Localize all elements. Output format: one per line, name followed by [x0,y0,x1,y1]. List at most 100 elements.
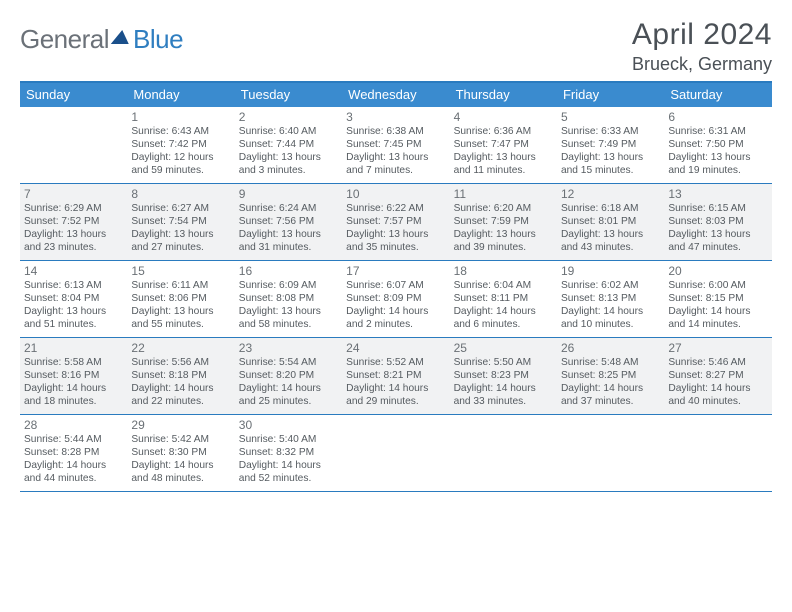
sunset-text: Sunset: 7:54 PM [131,216,230,229]
daylight-text: Daylight: 14 hours and 2 minutes. [346,306,445,332]
daylight-text: Daylight: 14 hours and 37 minutes. [561,383,660,409]
day-number: 8 [131,187,230,202]
day-header: Friday [557,83,664,107]
daylight-text: Daylight: 14 hours and 14 minutes. [668,306,767,332]
calendar-day-cell: 30Sunrise: 5:40 AMSunset: 8:32 PMDayligh… [235,415,342,491]
sunset-text: Sunset: 8:08 PM [239,293,338,306]
day-number: 28 [24,418,123,433]
sunrise-text: Sunrise: 5:46 AM [668,357,767,370]
day-number: 30 [239,418,338,433]
daylight-text: Daylight: 14 hours and 18 minutes. [24,383,123,409]
sunset-text: Sunset: 8:30 PM [131,447,230,460]
day-number: 4 [454,110,553,125]
sunset-text: Sunset: 8:11 PM [454,293,553,306]
sunrise-text: Sunrise: 5:58 AM [24,357,123,370]
daylight-text: Daylight: 14 hours and 52 minutes. [239,460,338,486]
header: General Blue April 2024 Brueck, Germany [20,18,772,75]
sunrise-text: Sunrise: 6:33 AM [561,126,660,139]
calendar-day-cell: 23Sunrise: 5:54 AMSunset: 8:20 PMDayligh… [235,338,342,414]
sunrise-text: Sunrise: 5:42 AM [131,434,230,447]
daylight-text: Daylight: 14 hours and 48 minutes. [131,460,230,486]
sunrise-text: Sunrise: 6:02 AM [561,280,660,293]
calendar-day-cell: 24Sunrise: 5:52 AMSunset: 8:21 PMDayligh… [342,338,449,414]
sunrise-text: Sunrise: 5:54 AM [239,357,338,370]
page: General Blue April 2024 Brueck, Germany … [0,0,792,502]
sunrise-text: Sunrise: 6:15 AM [668,203,767,216]
sunrise-text: Sunrise: 5:40 AM [239,434,338,447]
calendar-day-cell: 12Sunrise: 6:18 AMSunset: 8:01 PMDayligh… [557,184,664,260]
sunset-text: Sunset: 8:15 PM [668,293,767,306]
day-number: 24 [346,341,445,356]
sunrise-text: Sunrise: 6:22 AM [346,203,445,216]
sunset-text: Sunset: 7:50 PM [668,139,767,152]
daylight-text: Daylight: 13 hours and 51 minutes. [24,306,123,332]
sunset-text: Sunset: 8:20 PM [239,370,338,383]
sunset-text: Sunset: 8:18 PM [131,370,230,383]
day-number: 15 [131,264,230,279]
calendar: Sunday Monday Tuesday Wednesday Thursday… [20,81,772,492]
sunrise-text: Sunrise: 6:43 AM [131,126,230,139]
calendar-day-cell: 4Sunrise: 6:36 AMSunset: 7:47 PMDaylight… [450,107,557,183]
calendar-day-cell: 20Sunrise: 6:00 AMSunset: 8:15 PMDayligh… [664,261,771,337]
sunrise-text: Sunrise: 6:18 AM [561,203,660,216]
sunrise-text: Sunrise: 6:07 AM [346,280,445,293]
day-number: 11 [454,187,553,202]
sunset-text: Sunset: 8:32 PM [239,447,338,460]
daylight-text: Daylight: 13 hours and 27 minutes. [131,229,230,255]
day-number: 12 [561,187,660,202]
calendar-day-cell: 8Sunrise: 6:27 AMSunset: 7:54 PMDaylight… [127,184,234,260]
day-number: 1 [131,110,230,125]
sunset-text: Sunset: 8:28 PM [24,447,123,460]
title-location: Brueck, Germany [632,54,772,75]
day-number: 20 [668,264,767,279]
sunrise-text: Sunrise: 6:13 AM [24,280,123,293]
daylight-text: Daylight: 13 hours and 55 minutes. [131,306,230,332]
sunrise-text: Sunrise: 5:52 AM [346,357,445,370]
calendar-week-row: 1Sunrise: 6:43 AMSunset: 7:42 PMDaylight… [20,107,772,184]
daylight-text: Daylight: 13 hours and 15 minutes. [561,152,660,178]
calendar-body: 1Sunrise: 6:43 AMSunset: 7:42 PMDaylight… [20,107,772,492]
calendar-week-row: 21Sunrise: 5:58 AMSunset: 8:16 PMDayligh… [20,338,772,415]
day-number: 6 [668,110,767,125]
calendar-day-cell: 13Sunrise: 6:15 AMSunset: 8:03 PMDayligh… [664,184,771,260]
sunset-text: Sunset: 7:49 PM [561,139,660,152]
daylight-text: Daylight: 13 hours and 43 minutes. [561,229,660,255]
day-number: 17 [346,264,445,279]
daylight-text: Daylight: 14 hours and 10 minutes. [561,306,660,332]
day-number: 25 [454,341,553,356]
day-header: Thursday [450,83,557,107]
sunset-text: Sunset: 7:56 PM [239,216,338,229]
calendar-day-cell: 17Sunrise: 6:07 AMSunset: 8:09 PMDayligh… [342,261,449,337]
sunrise-text: Sunrise: 6:40 AM [239,126,338,139]
day-number: 10 [346,187,445,202]
daylight-text: Daylight: 12 hours and 59 minutes. [131,152,230,178]
daylight-text: Daylight: 14 hours and 33 minutes. [454,383,553,409]
calendar-day-cell: 16Sunrise: 6:09 AMSunset: 8:08 PMDayligh… [235,261,342,337]
calendar-day-cell: 19Sunrise: 6:02 AMSunset: 8:13 PMDayligh… [557,261,664,337]
daylight-text: Daylight: 14 hours and 22 minutes. [131,383,230,409]
day-number: 14 [24,264,123,279]
day-number: 7 [24,187,123,202]
day-number: 16 [239,264,338,279]
day-number: 21 [24,341,123,356]
logo-triangle-icon [111,30,131,44]
calendar-day-cell [20,107,127,183]
calendar-day-cell: 21Sunrise: 5:58 AMSunset: 8:16 PMDayligh… [20,338,127,414]
daylight-text: Daylight: 13 hours and 35 minutes. [346,229,445,255]
sunrise-text: Sunrise: 6:11 AM [131,280,230,293]
daylight-text: Daylight: 13 hours and 7 minutes. [346,152,445,178]
calendar-day-cell: 5Sunrise: 6:33 AMSunset: 7:49 PMDaylight… [557,107,664,183]
calendar-day-cell: 9Sunrise: 6:24 AMSunset: 7:56 PMDaylight… [235,184,342,260]
day-number: 13 [668,187,767,202]
calendar-header-row: Sunday Monday Tuesday Wednesday Thursday… [20,83,772,107]
sunrise-text: Sunrise: 6:09 AM [239,280,338,293]
day-header: Wednesday [342,83,449,107]
day-number: 2 [239,110,338,125]
day-header: Monday [127,83,234,107]
sunset-text: Sunset: 8:03 PM [668,216,767,229]
day-header: Tuesday [235,83,342,107]
calendar-day-cell: 7Sunrise: 6:29 AMSunset: 7:52 PMDaylight… [20,184,127,260]
sunset-text: Sunset: 7:45 PM [346,139,445,152]
calendar-day-cell: 18Sunrise: 6:04 AMSunset: 8:11 PMDayligh… [450,261,557,337]
daylight-text: Daylight: 13 hours and 39 minutes. [454,229,553,255]
